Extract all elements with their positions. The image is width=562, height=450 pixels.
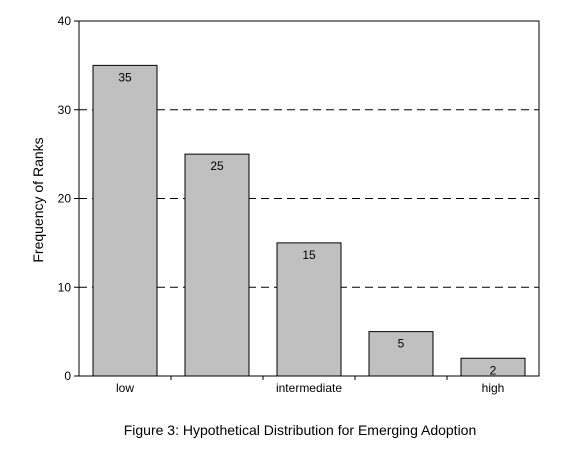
data-label-4: 2 <box>490 363 497 377</box>
data-label-1: 25 <box>210 159 224 173</box>
y-tick-label-1: 10 <box>58 280 72 294</box>
data-label-3: 5 <box>398 337 405 351</box>
figure-caption: Figure 3: Hypothetical Distribution for … <box>123 422 477 438</box>
x-tick-label-4: high <box>482 381 505 395</box>
data-label-0: 35 <box>118 70 132 84</box>
gridlines <box>79 109 539 288</box>
data-labels: 35 25 15 5 2 <box>118 70 496 377</box>
y-tick-label-2: 20 <box>58 192 72 206</box>
y-axis-title: Frequency of Ranks <box>30 137 46 262</box>
y-tick-label-3: 30 <box>58 103 72 117</box>
bar-0 <box>92 64 158 377</box>
y-tick-label-4: 40 <box>58 14 72 28</box>
bars <box>92 64 526 377</box>
bar-1 <box>184 153 250 377</box>
x-tick-label-0: low <box>116 381 134 395</box>
x-axis: low intermediate high <box>116 376 504 395</box>
y-axis: 0 10 20 30 40 <box>58 14 79 383</box>
data-label-2: 15 <box>302 248 316 262</box>
y-tick-label-0: 0 <box>64 369 71 383</box>
x-tick-label-2: intermediate <box>276 381 342 395</box>
bar-2 <box>276 242 342 377</box>
